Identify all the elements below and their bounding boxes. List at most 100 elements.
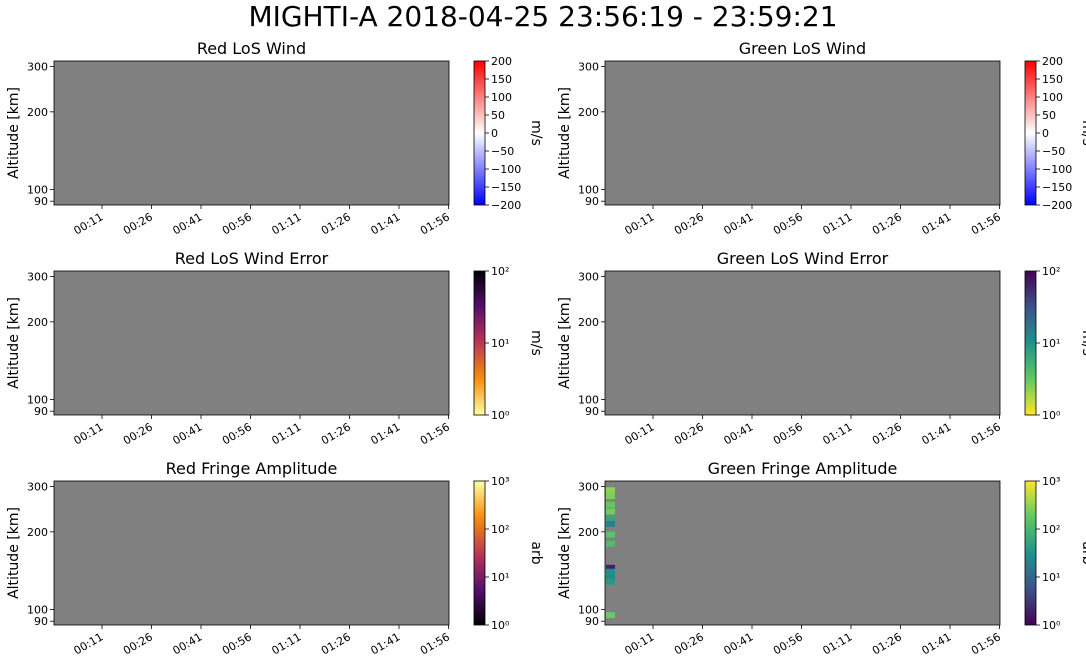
x-tick-label: 00:26 [672,420,706,447]
colorbar-tick-label: −200 [491,199,521,212]
subplot-title: Green Fringe Amplitude [708,459,898,478]
x-tick-label: 00:56 [771,210,805,237]
axes-frame [53,60,450,206]
x-tick-label: 00:11 [72,420,106,447]
colorbar-tick-label: −50 [491,145,514,158]
axes-background [54,271,449,415]
x-tick-label: 00:26 [121,630,155,657]
colorbar-tick-label: −150 [1042,181,1072,194]
axes-background [54,61,449,205]
colorbar-tick-label: 10² [491,265,509,278]
x-tick-label: 01:56 [418,210,452,237]
colorbar-label: m/s [528,120,544,146]
axes-frame [53,270,450,416]
colorbar [473,270,486,416]
x-tick-label: 01:26 [319,630,353,657]
axes-background [605,271,1000,415]
y-tick-label: 200 [578,316,599,329]
y-axis-label: Altitude [km] [6,297,22,389]
x-tick-label: 00:56 [771,420,805,447]
x-tick-label: 00:11 [623,210,657,237]
subplot-title: Green LoS Wind [739,39,866,58]
colorbar-tick-label: 150 [491,73,512,86]
data-cell [606,578,615,585]
x-tick-label: 00:26 [672,210,706,237]
colorbar-tick-label: 0 [1042,127,1049,140]
y-tick-label: 300 [27,270,48,283]
subplot-title: Red Fringe Amplitude [166,459,338,478]
colorbar-tick-label: 10⁰ [491,619,510,632]
colorbar-tick-label: −200 [1042,199,1072,212]
data-cell [606,612,615,619]
colorbar-tick-label: 10² [1042,523,1060,536]
colorbar-tick-label: 10² [491,523,509,536]
x-tick-label: 01:41 [369,420,403,447]
y-tick-label: 100 [27,393,48,406]
y-tick-label: 90 [34,195,48,208]
x-tick-label: 01:26 [319,210,353,237]
data-cell [606,493,615,500]
x-tick-label: 00:11 [623,420,657,447]
y-tick-label: 100 [27,183,48,196]
y-tick-label: 300 [578,60,599,73]
x-tick-label: 01:56 [418,420,452,447]
axes-frame [604,480,1001,626]
colorbar-tick-label: −50 [1042,145,1065,158]
subplot-title: Red LoS Wind [197,39,306,58]
y-tick-label: 100 [578,603,599,616]
axes-background [605,61,1000,205]
colorbar-tick-label: 150 [1042,73,1063,86]
x-tick-label: 01:41 [369,210,403,237]
y-tick-label: 200 [578,526,599,539]
y-tick-label: 90 [585,195,599,208]
y-tick-label: 200 [27,316,48,329]
subplot-title: Red LoS Wind Error [175,249,329,268]
colorbar-tick-label: −100 [491,163,521,176]
colorbar-tick-label: 10⁰ [1042,619,1061,632]
colorbar [473,480,486,626]
x-tick-label: 01:41 [920,420,954,447]
x-tick-label: 01:26 [870,420,904,447]
data-cell [606,520,615,527]
colorbar-tick-label: 10⁰ [491,409,510,422]
colorbar-tick-label: 10¹ [1042,337,1060,350]
y-tick-label: 300 [578,480,599,493]
x-tick-label: 01:41 [920,630,954,657]
x-tick-label: 00:11 [72,630,106,657]
x-tick-label: 00:11 [72,210,106,237]
y-tick-label: 200 [27,526,48,539]
axes-frame [604,270,1001,416]
axes-background [54,481,449,625]
y-tick-label: 100 [578,183,599,196]
x-tick-label: 01:41 [369,630,403,657]
x-tick-label: 01:26 [319,420,353,447]
x-tick-label: 00:26 [672,630,706,657]
x-tick-label: 01:56 [969,630,1003,657]
y-tick-label: 100 [578,393,599,406]
colorbar-tick-label: 50 [1042,109,1056,122]
colorbar-tick-label: 10⁰ [1042,409,1061,422]
x-tick-label: 00:26 [121,210,155,237]
colorbar-tick-label: 100 [1042,91,1063,104]
y-tick-label: 90 [34,615,48,628]
y-axis-label: Altitude [km] [557,507,573,599]
data-cell [606,508,615,515]
colorbar [1024,60,1037,206]
colorbar-label: arb [528,541,544,564]
colorbar-tick-label: 10¹ [491,337,509,350]
colorbar-tick-label: 200 [491,55,512,68]
colorbar-tick-label: 100 [491,91,512,104]
colorbar [1024,480,1037,626]
colorbar-tick-label: 10¹ [1042,571,1060,584]
colorbar-tick-label: 10³ [491,475,509,488]
colorbar-tick-label: 10² [1042,265,1060,278]
colorbar-tick-label: −150 [491,181,521,194]
y-axis-label: Altitude [km] [557,297,573,389]
x-tick-label: 00:56 [220,420,254,447]
x-tick-label: 00:56 [220,630,254,657]
x-tick-label: 00:41 [722,420,756,447]
x-tick-label: 00:11 [623,630,657,657]
